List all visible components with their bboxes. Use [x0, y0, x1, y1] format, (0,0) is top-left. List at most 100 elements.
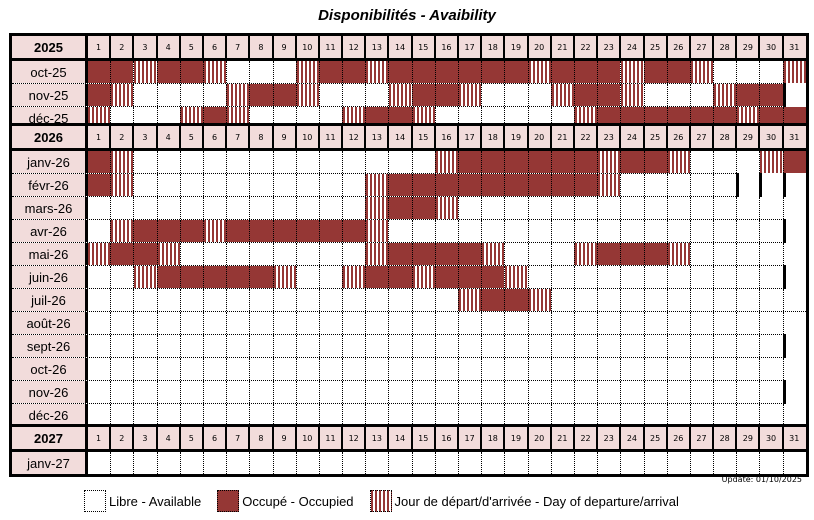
day-cell-available: [573, 452, 597, 474]
day-cell-available: [689, 266, 713, 288]
day-cell-occupied: [527, 174, 551, 196]
day-cell-available: [527, 312, 551, 334]
day-cell-available: [179, 381, 203, 403]
day-cell-no-day: [782, 265, 806, 289]
day-cell-available: [504, 107, 527, 129]
month-label: juin-26: [12, 266, 88, 288]
day-cell-available: [458, 404, 481, 426]
day-cell-departure-arrival: [365, 197, 389, 219]
day-cell-available: [110, 452, 133, 474]
day-cell-occupied: [88, 174, 111, 196]
day-cell-available: [226, 312, 249, 334]
day-cell-available: [133, 197, 156, 219]
day-cell-available: [434, 381, 458, 403]
year-label: 2027: [12, 427, 88, 449]
day-cell-departure-arrival: [666, 243, 690, 265]
day-number: 25: [642, 126, 666, 148]
day-number: 25: [642, 36, 666, 58]
day-number: 6: [201, 36, 225, 58]
day-cell-available: [272, 335, 296, 357]
day-cell-available: [179, 452, 203, 474]
day-cell-occupied: [434, 243, 458, 265]
day-number: 18: [480, 427, 503, 449]
day-cell-departure-arrival: [202, 61, 227, 83]
day-cell-available: [713, 312, 736, 334]
day-cell-available: [88, 358, 110, 380]
day-cell-occupied: [573, 61, 598, 83]
day-cell-available: [666, 289, 690, 311]
day-cell-available: [504, 452, 527, 474]
day-number: 3: [132, 427, 155, 449]
day-cell-available: [295, 174, 319, 196]
day-cell-available: [597, 404, 620, 426]
day-cell-departure-arrival: [365, 61, 389, 83]
day-cell-available: [759, 358, 782, 380]
day-cell-available: [272, 312, 296, 334]
day-cell-available: [388, 404, 411, 426]
year-block-2026: 2026 1 2 3 4 5 6 7 8 9 10 11 12 13 14 15 16 17 18 19 20 21 22 2…: [9, 123, 809, 429]
day-cell-available: [272, 107, 296, 129]
day-cell-available: [736, 197, 759, 219]
day-cell-departure-arrival: [202, 220, 227, 242]
day-cell-available: [481, 312, 504, 334]
legend-departure-arrival: Jour de départ/d'arrivée - Day of depart…: [369, 490, 679, 512]
day-cell-available: [782, 404, 806, 426]
day-cell-departure-arrival: [782, 61, 806, 83]
day-cell-available: [411, 404, 435, 426]
day-cell-occupied: [110, 243, 134, 265]
day-cell-available: [620, 197, 643, 219]
day-cell-available: [434, 312, 458, 334]
day-cell-available: [342, 174, 365, 196]
day-cell-available: [481, 197, 504, 219]
day-cell-available: [713, 335, 736, 357]
day-number: 22: [572, 126, 596, 148]
day-cell-departure-arrival: [597, 174, 621, 196]
day-cell-departure-arrival: [133, 266, 157, 288]
day-cell-available: [481, 84, 504, 106]
day-cell-available: [713, 452, 736, 474]
day-cell-available: [713, 220, 736, 242]
day-cell-departure-arrival: [620, 84, 644, 106]
day-cell-available: [272, 61, 296, 83]
day-cell-available: [365, 289, 388, 311]
day-cell-available: [620, 174, 643, 196]
day-number: 19: [503, 427, 526, 449]
month-label: nov-26: [12, 381, 88, 403]
day-cell-available: [759, 197, 782, 219]
month-row: févr-26: [12, 173, 806, 197]
day-cell-available: [782, 312, 806, 334]
day-cell-available: [88, 452, 110, 474]
day-cell-departure-arrival: [458, 84, 482, 106]
day-cell-available: [318, 243, 342, 265]
day-cell-occupied: [272, 84, 296, 106]
month-label: mars-26: [12, 197, 88, 219]
day-cell-available: [110, 335, 133, 357]
day-cell-available: [110, 107, 133, 129]
day-cell-available: [666, 335, 690, 357]
day-number: 9: [271, 126, 295, 148]
day-cell-occupied: [342, 61, 366, 83]
day-cell-available: [226, 197, 249, 219]
day-cell-available: [597, 312, 620, 334]
day-cell-occupied: [110, 61, 134, 83]
day-number: 31: [781, 427, 805, 449]
day-cell-available: [226, 151, 249, 173]
day-number: 15: [410, 126, 434, 148]
day-cell-available: [736, 358, 759, 380]
day-cell-no-day: [782, 83, 806, 107]
occupied-swatch: [217, 490, 240, 512]
day-cell-departure-arrival: [434, 151, 458, 173]
day-cell-available: [226, 61, 249, 83]
day-cell-available: [202, 289, 226, 311]
day-cell-available: [550, 243, 574, 265]
day-cell-available: [666, 312, 690, 334]
day-cell-available: [365, 84, 388, 106]
day-cell-available: [643, 174, 667, 196]
day-cell-available: [666, 84, 690, 106]
day-cell-available: [88, 404, 110, 426]
day-cell-available: [434, 452, 458, 474]
day-cell-available: [88, 335, 110, 357]
day-cell-available: [133, 335, 156, 357]
day-cell-available: [573, 312, 597, 334]
day-cell-available: [133, 84, 156, 106]
